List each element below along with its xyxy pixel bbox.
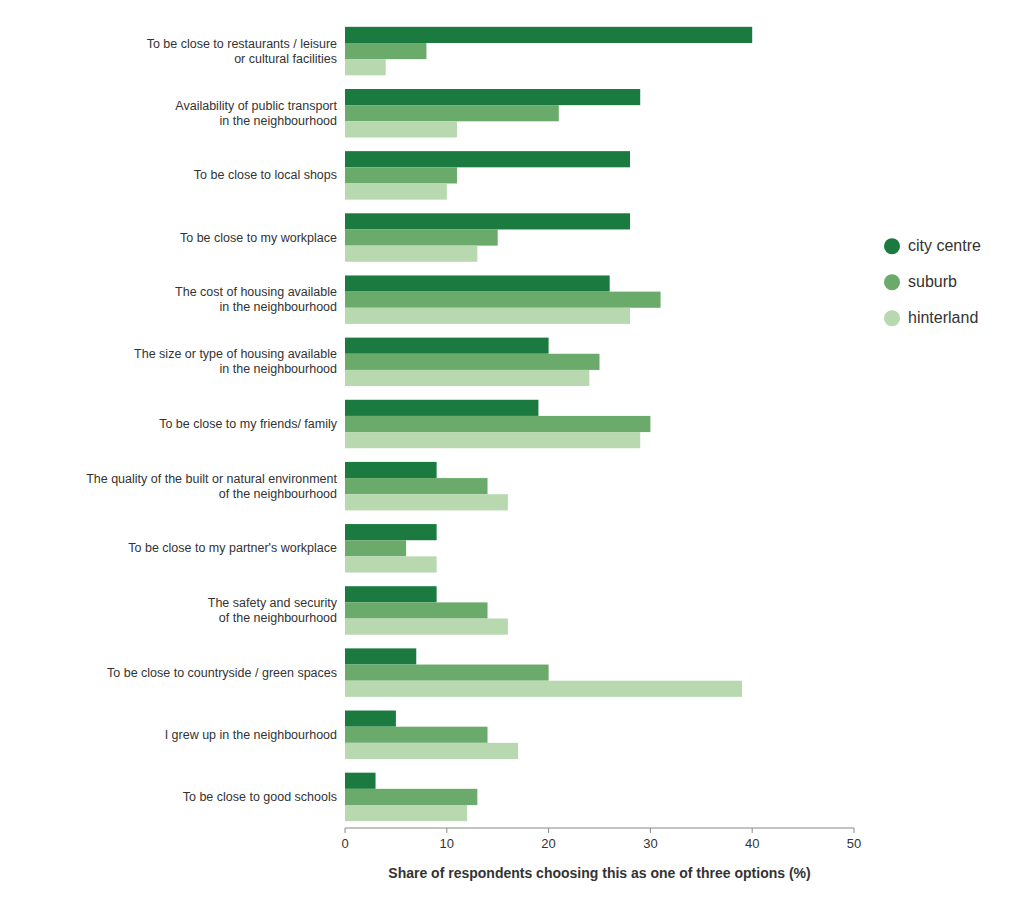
bar	[345, 229, 498, 245]
category-label: The quality of the built or natural envi…	[86, 472, 337, 501]
bar	[345, 681, 742, 697]
category-label: To be close to restaurants / leisureor c…	[147, 37, 337, 66]
tick-label: 40	[745, 836, 759, 851]
legend-marker	[884, 310, 900, 326]
bar	[345, 370, 589, 386]
bar	[345, 524, 437, 540]
bar	[345, 478, 488, 494]
tick-label: 30	[643, 836, 657, 851]
legend: city centre suburb hinterland	[884, 237, 981, 326]
bar	[345, 151, 630, 167]
category-label: To be close to countryside / green space…	[107, 666, 337, 680]
tick-label: 0	[341, 836, 348, 851]
bar	[345, 213, 630, 229]
chart: 0 10 20 30 40 50 Share of respondents choosing…	[0, 0, 1024, 908]
legend-label: suburb	[908, 273, 957, 290]
bar	[345, 711, 396, 727]
bar	[345, 400, 538, 416]
bar	[345, 416, 650, 432]
axis-label: Share of respondents choosing this as on…	[388, 865, 810, 881]
bar	[345, 275, 610, 291]
legend-marker	[884, 274, 900, 290]
bar	[345, 246, 477, 262]
category-label: I grew up in the neighbourhood	[165, 728, 337, 742]
bar	[345, 727, 488, 743]
bar	[345, 648, 416, 664]
bar	[345, 773, 376, 789]
tick-label: 20	[541, 836, 555, 851]
bar	[345, 43, 426, 59]
tick	[548, 828, 549, 833]
bars	[345, 27, 752, 821]
tick	[345, 828, 346, 833]
bar	[345, 619, 508, 635]
bar	[345, 743, 518, 759]
legend-marker	[884, 238, 900, 254]
tick	[446, 828, 447, 833]
bar	[345, 338, 549, 354]
tick	[650, 828, 651, 833]
category-label: The cost of housing availablein the neig…	[175, 285, 337, 314]
legend-label: hinterland	[908, 309, 978, 326]
category-label: To be close to my workplace	[180, 231, 337, 245]
bar	[345, 805, 467, 821]
tick	[752, 828, 753, 833]
bar	[345, 432, 640, 448]
legend-label: city centre	[908, 237, 981, 254]
bar	[345, 105, 559, 121]
category-label: To be close to my friends/ family	[159, 417, 338, 431]
bar	[345, 308, 630, 324]
tick	[854, 828, 855, 833]
category-label: The size or type of housing availablein …	[134, 347, 337, 376]
bar	[345, 354, 600, 370]
bar	[345, 121, 457, 137]
bar	[345, 789, 477, 805]
tick-label: 50	[847, 836, 861, 851]
chart-container: 0 10 20 30 40 50 Share of respondents choosing…	[0, 0, 1024, 908]
bar	[345, 59, 386, 75]
bar	[345, 586, 437, 602]
bar	[345, 602, 488, 618]
category-label: The safety and securityof the neighbourh…	[208, 596, 338, 625]
bar	[345, 665, 549, 681]
category-label: To be close to good schools	[183, 790, 337, 804]
category-label: Availability of public transportin the n…	[175, 99, 337, 128]
bar	[345, 27, 752, 43]
bar	[345, 556, 437, 572]
bar	[345, 540, 406, 556]
bar	[345, 89, 640, 105]
bar	[345, 183, 447, 199]
bar	[345, 494, 508, 510]
bar	[345, 167, 457, 183]
x-axis: 0 10 20 30 40 50	[341, 828, 861, 851]
tick-label: 10	[440, 836, 454, 851]
axis-line	[345, 828, 854, 829]
category-label: To be close to local shops	[194, 168, 337, 182]
bar	[345, 292, 661, 308]
y-axis: To be close to restaurants / leisureor c…	[86, 37, 338, 804]
category-label: To be close to my partner's workplace	[128, 541, 337, 555]
bar	[345, 462, 437, 478]
